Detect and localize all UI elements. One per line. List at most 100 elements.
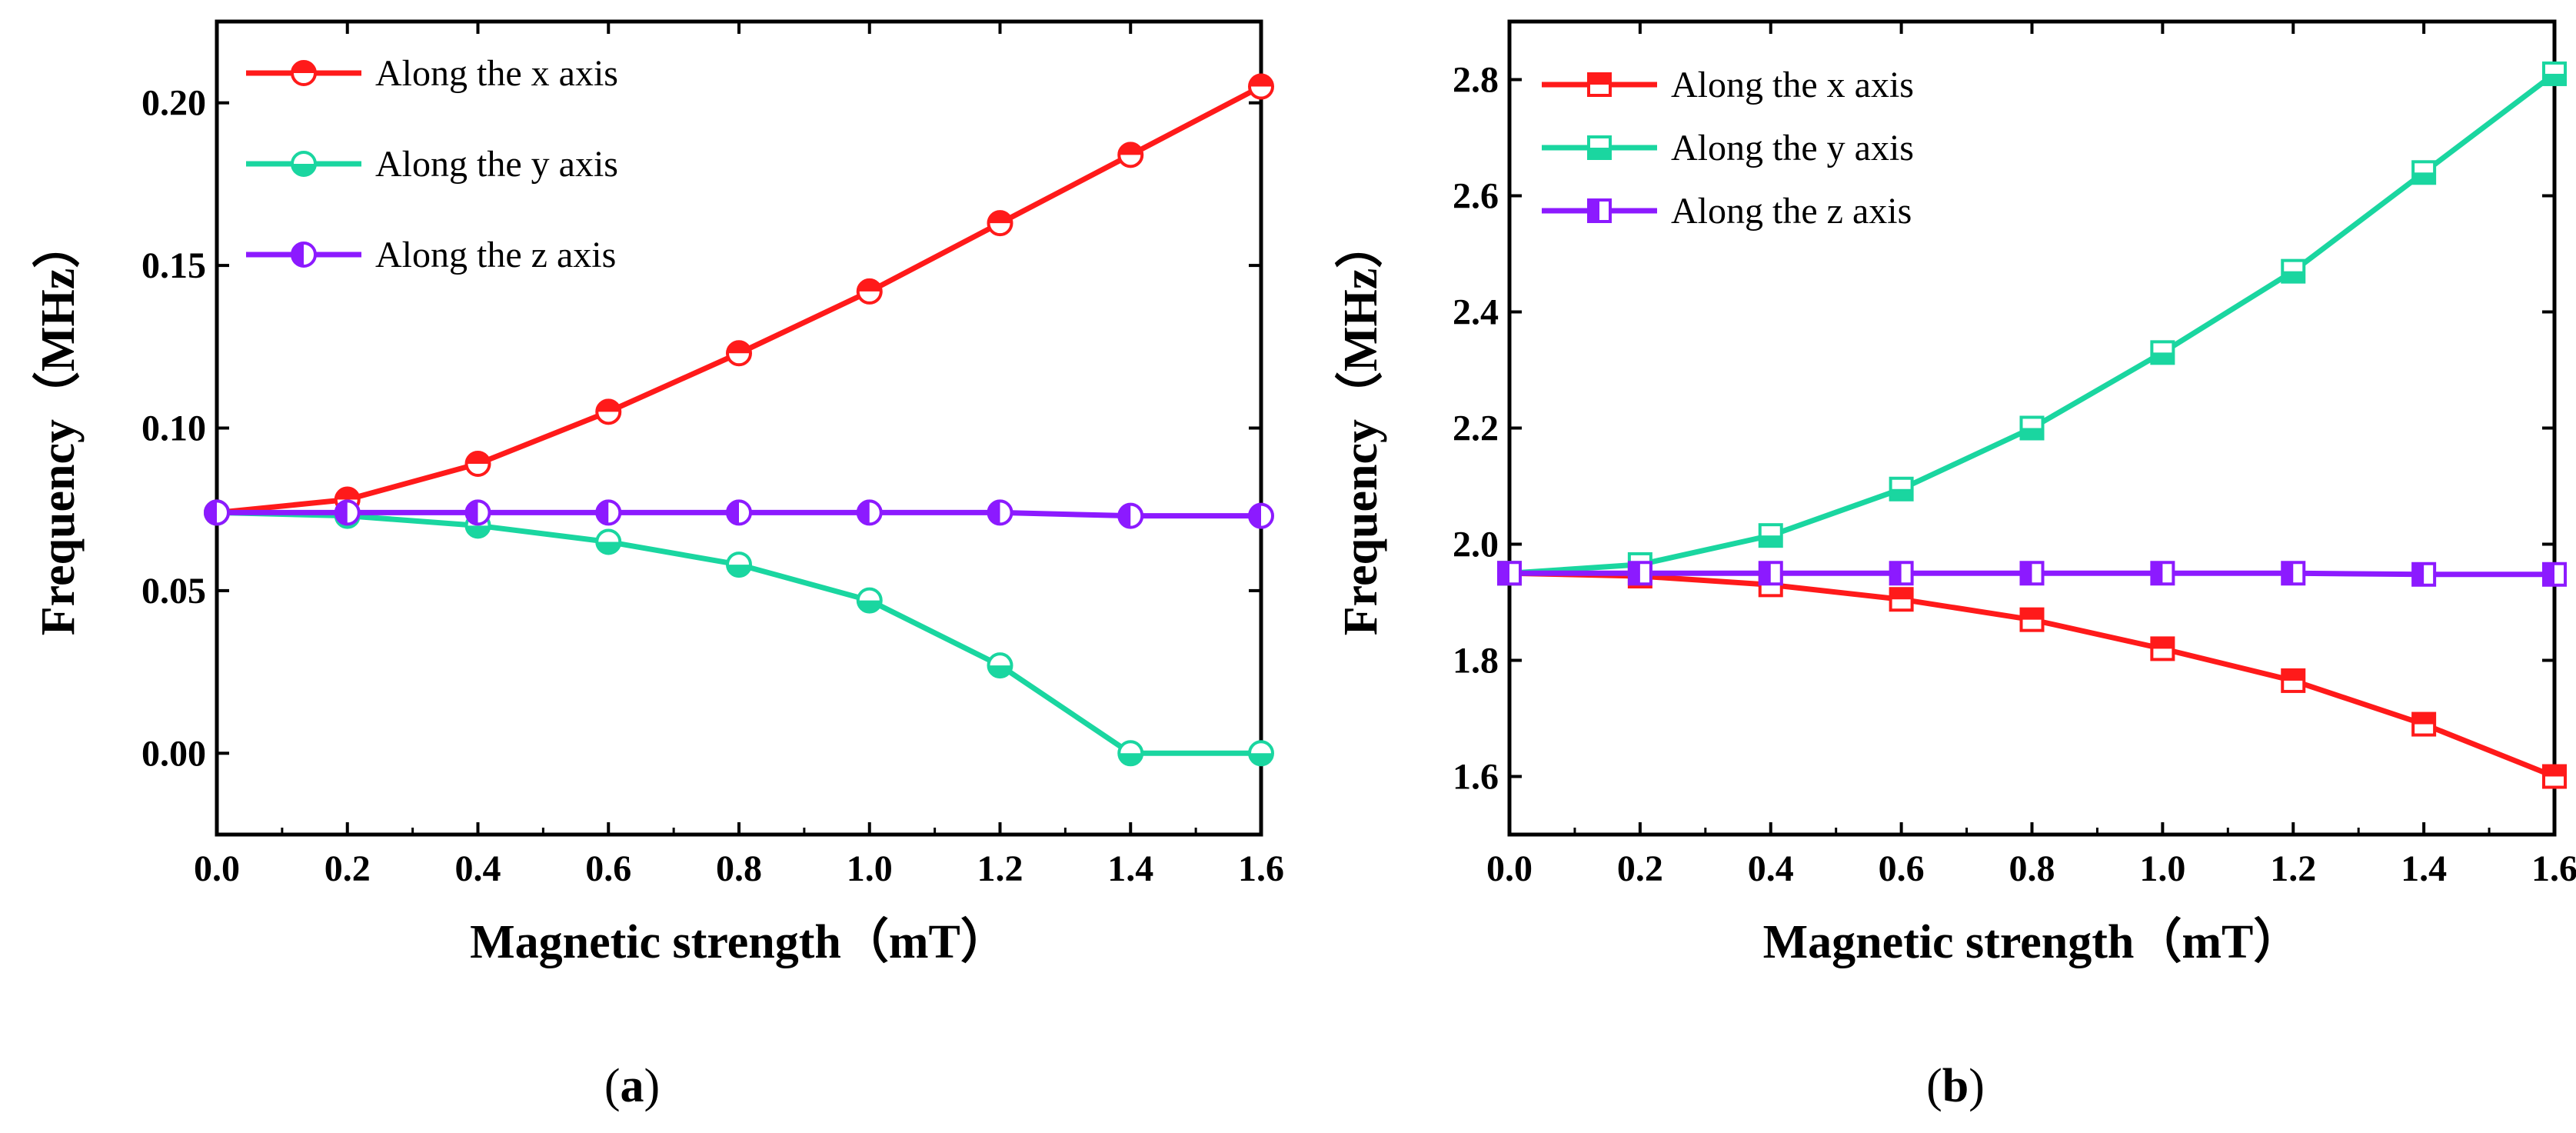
data-point-b-1-5-fill (2152, 352, 2174, 364)
caption-b: (b) (1926, 1060, 1985, 1112)
series-line-b-1 (1509, 72, 2557, 576)
data-point-b-2-5-fill (2152, 562, 2163, 585)
data-point-b-1-7-fill (2413, 172, 2435, 184)
x-tick-label-b-2: 0.4 (1748, 848, 1794, 889)
data-point-b-2-1-fill (1629, 562, 1640, 585)
x-axis-title-a: Magnetic strength（mT） (470, 915, 1008, 968)
data-point-a-2-6-fill (988, 501, 1000, 525)
data-point-a-1-6-fill (988, 665, 1012, 678)
data-point-a-2-5-fill (857, 501, 870, 525)
data-point-a-2-3-fill (597, 501, 609, 525)
x-axis-title-b: Magnetic strength（mT） (1763, 915, 2301, 968)
series-line-a-0 (216, 84, 1263, 515)
legend-label-a-0: Along the x axis (375, 53, 618, 94)
legend-label-b-2: Along the z axis (1671, 191, 1912, 232)
x-tick-label-a-8: 1.6 (1238, 848, 1284, 889)
data-point-b-2-0-fill (1499, 562, 1509, 585)
caption-a-letter: a (621, 1060, 644, 1112)
legend-marker-a-1-fill (292, 164, 315, 175)
y-tick-label-b-5: 2.6 (1453, 176, 1499, 217)
data-point-b-0-6-fill (2282, 669, 2305, 681)
data-point-b-0-5-fill (2152, 638, 2174, 649)
data-point-a-2-2-fill (466, 501, 478, 525)
x-tick-label-b-1: 0.2 (1617, 848, 1663, 889)
data-point-a-1-3-fill (597, 542, 621, 554)
legend-marker-b-2-fill (1589, 200, 1599, 222)
data-point-a-0-2-fill (466, 452, 490, 465)
series-line-a-1 (216, 509, 1261, 756)
data-point-b-1-8-fill (2544, 73, 2565, 85)
data-point-b-1-4-fill (2021, 428, 2043, 439)
caption-b-letter: b (1942, 1060, 1969, 1112)
y-tick-label-b-3: 2.2 (1453, 408, 1499, 449)
data-point-a-0-6-fill (988, 212, 1012, 224)
legend-marker-b-1-fill (1589, 148, 1610, 158)
y-tick-label-b-0: 1.6 (1453, 757, 1499, 798)
data-point-b-1-2-fill (1759, 535, 1782, 547)
x-tick-label-b-8: 1.6 (2531, 848, 2576, 889)
y-tick-label-a-4: 0.20 (141, 83, 206, 124)
data-point-a-0-1-fill (335, 488, 359, 500)
x-tick-label-b-6: 1.2 (2270, 848, 2316, 889)
data-point-b-2-8-fill (2544, 563, 2554, 585)
data-point-a-0-8-fill (1250, 75, 1273, 87)
x-tick-label-a-7: 1.4 (1107, 848, 1153, 889)
x-tick-label-a-4: 0.8 (716, 848, 762, 889)
data-point-a-0-3-fill (597, 400, 621, 412)
data-point-a-1-5-fill (857, 600, 881, 612)
data-point-a-0-4-fill (727, 342, 751, 354)
y-tick-label-a-3: 0.15 (141, 245, 206, 286)
x-tick-label-a-6: 1.2 (977, 848, 1023, 889)
y-tick-label-a-2: 0.10 (141, 408, 206, 449)
legend-marker-a-2-fill (292, 243, 304, 266)
data-point-a-0-7-fill (1119, 143, 1143, 155)
legend-marker-a-0-fill (292, 62, 315, 73)
data-point-a-2-8-fill (1250, 504, 1261, 528)
legend-marker-b-0-fill (1589, 74, 1610, 85)
data-point-a-1-7-fill (1119, 753, 1143, 765)
y-axis-title-b: Frequency（MHz） (1333, 221, 1387, 636)
x-tick-label-a-2: 0.4 (455, 848, 501, 889)
x-tick-label-b-7: 1.4 (2401, 848, 2447, 889)
legend-label-a-2: Along the z axis (375, 235, 616, 275)
data-point-b-2-4-fill (2021, 562, 2032, 585)
x-tick-label-a-0: 0.0 (194, 848, 240, 889)
data-point-b-1-6-fill (2282, 271, 2305, 282)
series-line-b-0 (1509, 570, 2556, 779)
y-tick-label-b-2: 2.0 (1453, 525, 1499, 565)
data-point-a-1-8-fill (1250, 753, 1273, 765)
y-axis-title-a: Frequency（MHz） (31, 221, 85, 636)
y-tick-label-a-1: 0.05 (141, 571, 206, 611)
data-point-b-0-3-fill (1890, 588, 1912, 600)
data-point-a-2-4-fill (727, 501, 739, 525)
data-point-b-1-3-fill (1890, 488, 1912, 500)
chart-panel-b: 0.0 0.2 0.4 0.6 0.8 1.0 1.2 1.4 1.6 1.6 1.8 2.0 2.2 2… (1333, 19, 2576, 968)
data-point-b-0-7-fill (2413, 713, 2435, 725)
chart-panel-a: 0.0 0.2 0.4 0.6 0.8 1.0 1.2 1.4 1.6 0.00 0.05 0.10 0… (31, 19, 1284, 968)
legend-label-b-0: Along the x axis (1671, 65, 1914, 105)
data-point-b-2-3-fill (1890, 562, 1902, 585)
data-point-a-2-1-fill (335, 501, 348, 525)
data-point-b-2-6-fill (2282, 562, 2294, 585)
x-tick-label-b-5: 1.0 (2139, 848, 2185, 889)
x-tick-label-a-1: 0.2 (324, 848, 371, 889)
x-tick-label-b-3: 0.6 (1879, 848, 1925, 889)
y-tick-label-a-0: 0.00 (141, 733, 206, 774)
legend-label-a-1: Along the y axis (375, 144, 618, 185)
y-tick-label-b-1: 1.8 (1453, 641, 1499, 681)
data-point-a-2-0-fill (205, 501, 217, 525)
y-tick-label-b-6: 2.8 (1453, 60, 1499, 101)
x-tick-label-a-3: 0.6 (585, 848, 631, 889)
x-tick-label-b-4: 0.8 (2009, 848, 2055, 889)
plot-frame-a (215, 19, 1263, 837)
x-tick-label-b-0: 0.0 (1486, 848, 1533, 889)
x-tick-label-a-5: 1.0 (847, 848, 893, 889)
data-point-a-2-7-fill (1119, 504, 1131, 528)
data-point-b-0-4-fill (2021, 608, 2043, 620)
data-point-a-1-2-fill (466, 525, 490, 538)
y-tick-label-b-4: 2.4 (1453, 292, 1499, 333)
data-point-a-0-5-fill (857, 279, 881, 292)
data-point-b-2-7-fill (2413, 563, 2425, 585)
data-point-b-2-2-fill (1759, 562, 1771, 585)
